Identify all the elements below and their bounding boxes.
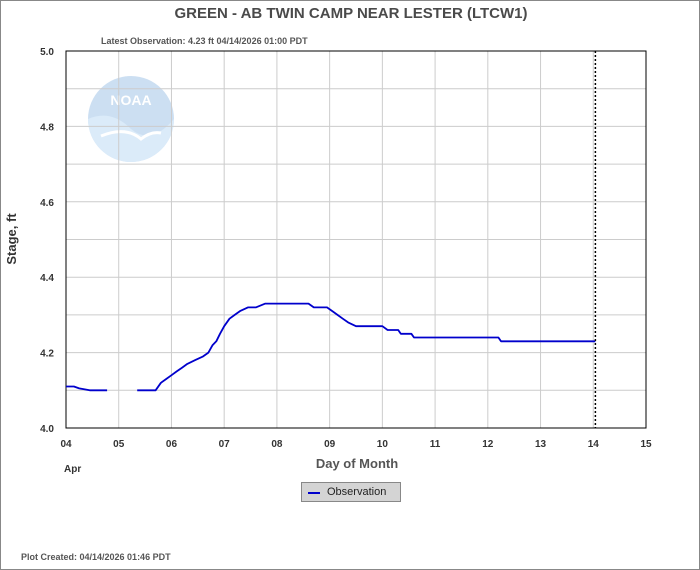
- y-tick-label: 4.0: [40, 424, 54, 435]
- x-tick-label: 12: [482, 439, 494, 450]
- x-tick-label: 15: [640, 439, 652, 450]
- x-tick-label: 07: [219, 439, 231, 450]
- y-tick-label: 4.4: [40, 273, 54, 284]
- x-axis: 04 05 06 07 08 09 10 11 12 13 14 15: [60, 439, 652, 450]
- plot-area-border: [65, 50, 647, 429]
- legend-label-observation: Observation: [327, 486, 387, 498]
- y-axis-label: Stage, ft: [4, 213, 19, 265]
- legend: Observation: [301, 482, 401, 502]
- x-tick-label: 13: [535, 439, 547, 450]
- observation-line-segment: [137, 302, 596, 392]
- observation-line-segment: [66, 385, 108, 392]
- x-tick-label: 04: [60, 439, 72, 450]
- y-tick-label: 4.6: [40, 198, 54, 209]
- chart-title: GREEN - AB TWIN CAMP NEAR LESTER (LTCW1): [174, 5, 528, 22]
- y-tick-label: 4.8: [40, 122, 54, 133]
- x-tick-label: 10: [377, 439, 389, 450]
- y-tick-label: 4.2: [40, 349, 54, 360]
- noaa-logo-text: NOAA: [110, 92, 151, 108]
- x-tick-label: 11: [430, 439, 441, 450]
- month-label: Apr: [64, 464, 81, 475]
- x-tick-label: 09: [324, 439, 336, 450]
- grid-lines: [66, 51, 646, 428]
- x-axis-label: Day of Month: [316, 456, 398, 471]
- x-tick-label: 06: [166, 439, 178, 450]
- observation-series: [66, 302, 596, 392]
- x-tick-label: 05: [113, 439, 125, 450]
- x-tick-label: 08: [271, 439, 283, 450]
- latest-observation-text: Latest Observation: 4.23 ft 04/14/2026 0…: [101, 36, 308, 46]
- x-tick-label: 14: [588, 439, 600, 450]
- y-tick-label: 5.0: [40, 47, 54, 58]
- plot-created-text: Plot Created: 04/14/2026 01:46 PDT: [21, 552, 171, 562]
- y-axis: 4.0 4.2 4.4 4.6 4.8 5.0: [40, 47, 54, 435]
- noaa-logo-icon: NOAA: [88, 76, 174, 162]
- legend-swatch-observation: [308, 492, 320, 494]
